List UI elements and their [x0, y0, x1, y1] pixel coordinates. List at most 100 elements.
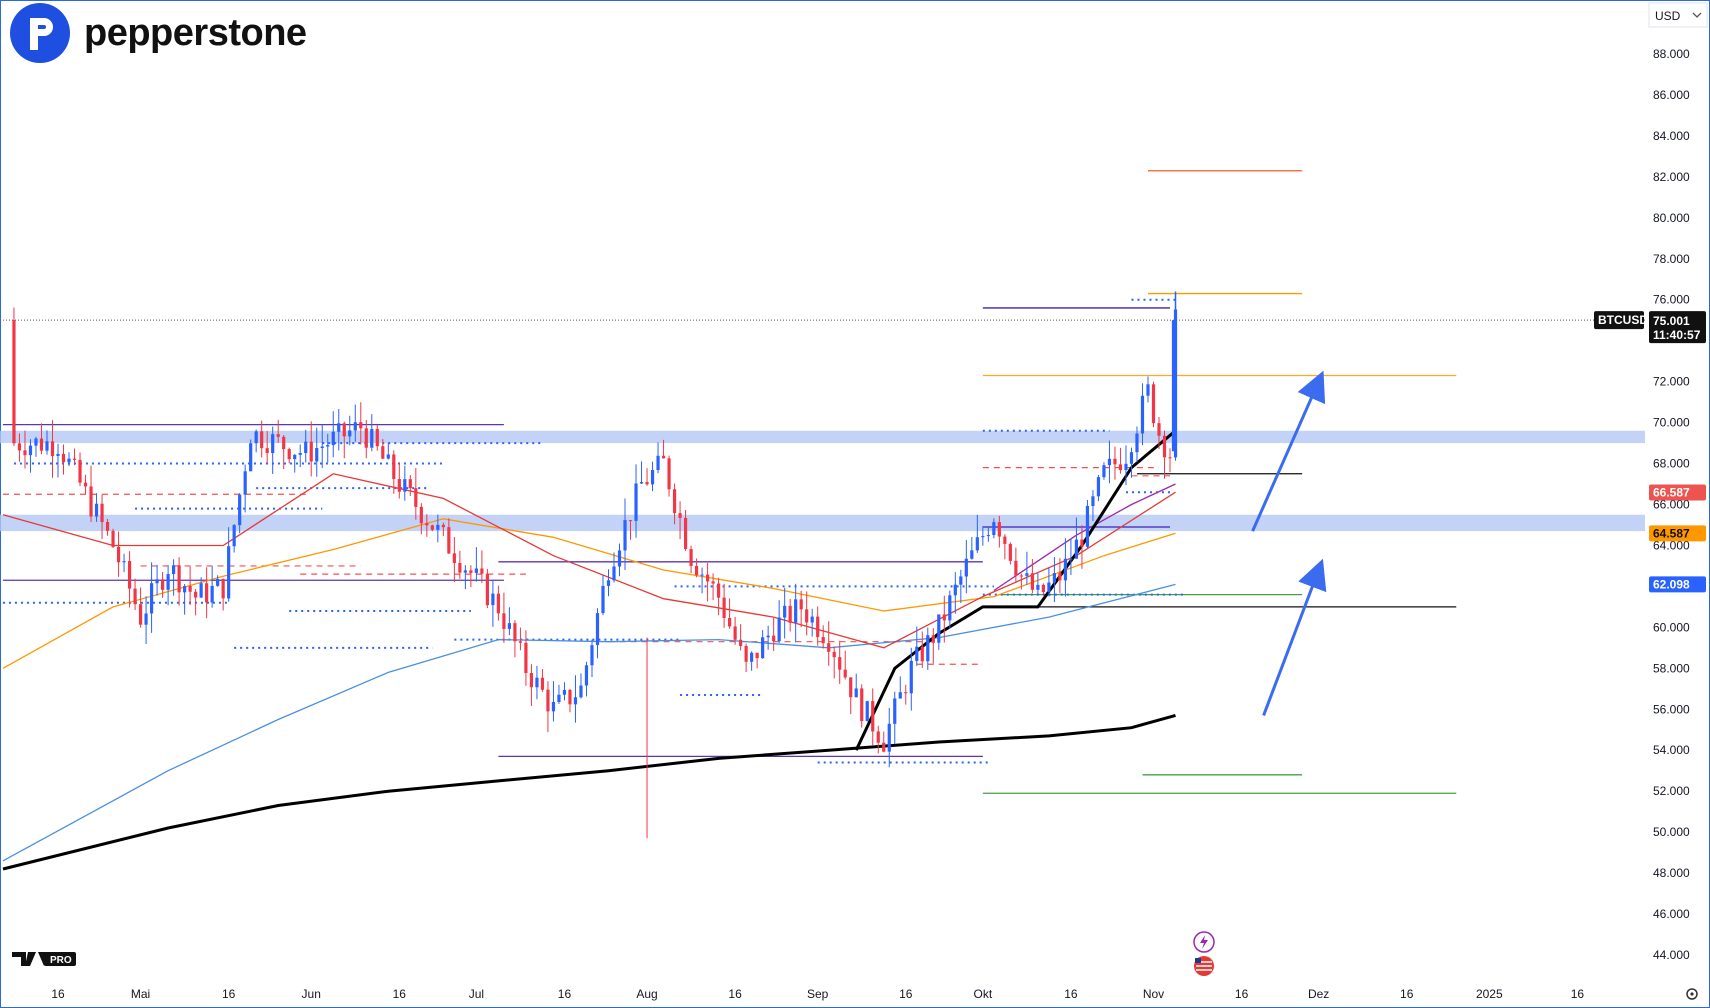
- candle-body: [172, 565, 176, 575]
- candle-body: [94, 503, 99, 517]
- tradingview-badge: PRO: [12, 952, 76, 966]
- candle-body: [353, 422, 357, 431]
- tradingview-logo-icon: [12, 952, 50, 966]
- candle-body: [595, 613, 600, 646]
- ma-line-ma10[interactable]: [993, 483, 1176, 592]
- candle-body: [1036, 584, 1040, 590]
- zones-layer: [0, 430, 1645, 532]
- chevron-down-icon[interactable]: [1692, 12, 1702, 18]
- candle-body: [276, 434, 280, 437]
- candle-body: [39, 438, 44, 451]
- price-axis[interactable]: 88.000 86.000 84.000 82.000 80.000 78.000 76.0…: [1653, 47, 1690, 962]
- candle-body: [623, 520, 627, 551]
- candle-body: [700, 574, 704, 576]
- gear-icon[interactable]: [1686, 988, 1698, 1000]
- candle-body: [282, 436, 286, 450]
- candle-body: [997, 522, 1001, 537]
- candle-body: [298, 452, 302, 455]
- candle-body: [447, 527, 451, 554]
- candle-body: [524, 642, 528, 674]
- time-tick-label: Nov: [1143, 987, 1164, 1001]
- candle-body: [342, 423, 346, 437]
- time-tick-label: Jun: [302, 987, 321, 1001]
- candle-body: [260, 431, 264, 449]
- candle-body: [205, 583, 209, 603]
- candle-body: [860, 688, 864, 722]
- candle-body: [474, 568, 478, 573]
- pro-badge: PRO: [50, 955, 72, 966]
- trend-arrow-0[interactable]: [1251, 370, 1326, 532]
- candle-body: [375, 429, 379, 447]
- candle-body: [838, 657, 842, 670]
- time-tick-label: Aug: [636, 987, 657, 1001]
- price-tag: [1649, 484, 1706, 501]
- candle-body: [441, 524, 445, 528]
- time-tick-label: 16: [899, 987, 913, 1001]
- candle-body: [188, 586, 192, 592]
- price-tick-label: 88.000: [1653, 47, 1690, 61]
- candle-body: [458, 562, 462, 573]
- candle-body: [711, 581, 715, 584]
- candle-body: [45, 441, 49, 451]
- currency-selector[interactable]: USD: [1648, 2, 1708, 28]
- event-us-flag[interactable]: [1194, 956, 1214, 976]
- candle-body: [1107, 458, 1112, 466]
- candle-body: [540, 677, 545, 690]
- candle-body: [1025, 573, 1029, 576]
- candle-body: [794, 599, 798, 623]
- candle-body: [1140, 395, 1145, 434]
- candle-body: [502, 613, 506, 629]
- candle-body: [920, 646, 924, 662]
- candle-body: [1014, 560, 1018, 576]
- ma-line-trend[interactable]: [854, 429, 1177, 751]
- settings-button[interactable]: [1686, 988, 1698, 1000]
- price-tick-label: 78.000: [1653, 252, 1690, 266]
- candle-body: [50, 441, 55, 456]
- event-lightning[interactable]: [1193, 931, 1215, 953]
- candle-body: [359, 422, 363, 429]
- price-tick-label: 52.000: [1653, 784, 1690, 798]
- candle-body: [1019, 575, 1023, 577]
- candle-body: [915, 646, 919, 661]
- arrows-layer: [1251, 370, 1327, 716]
- time-axis[interactable]: 16 Mai 16 Jun 16 Jul 16 Aug 16 Sep 16 Okt 16 Nov 16 Dez…: [51, 987, 1584, 1001]
- price-tick-label: 60.000: [1653, 620, 1690, 634]
- price-tick-label: 58.000: [1653, 661, 1690, 675]
- candle-body: [843, 669, 847, 678]
- candle-body: [1129, 452, 1134, 464]
- candle-body: [893, 698, 897, 724]
- time-tick-label: Sep: [807, 987, 829, 1001]
- candle-body: [166, 574, 170, 590]
- price-tick-label: 82.000: [1653, 170, 1690, 184]
- candle-body: [17, 443, 22, 451]
- candle-body: [739, 639, 743, 646]
- candle-body: [331, 431, 335, 446]
- price-tick-label: 46.000: [1653, 907, 1690, 921]
- price-tick-label: 84.000: [1653, 129, 1690, 143]
- price-tick-label: 72.000: [1653, 375, 1690, 389]
- candle-body: [761, 637, 765, 659]
- candle-body: [810, 616, 814, 623]
- candle-body: [562, 689, 567, 695]
- candle-body: [326, 445, 330, 447]
- ma-line-ma50[interactable]: [2, 518, 1176, 669]
- candle-body: [1041, 584, 1045, 593]
- ma-line-ma100[interactable]: [2, 583, 1176, 862]
- candle-body: [320, 446, 324, 449]
- candle-body: [1080, 539, 1084, 547]
- time-tick-label: 16: [728, 987, 742, 1001]
- candle-body: [750, 652, 754, 662]
- zone-band-0: [0, 430, 1645, 444]
- candle-body: [942, 614, 946, 621]
- candle-body: [144, 613, 148, 625]
- time-tick-label: 16: [1235, 987, 1249, 1001]
- last-price-value: 75.001: [1653, 314, 1690, 328]
- candle-body: [728, 617, 732, 627]
- candle-body: [425, 523, 429, 526]
- ma-line-ma200[interactable]: [2, 713, 1176, 871]
- candle-body: [634, 483, 638, 521]
- candle-body: [612, 566, 616, 581]
- price-tick-label: 56.000: [1653, 702, 1690, 716]
- trend-arrow-1[interactable]: [1262, 558, 1327, 716]
